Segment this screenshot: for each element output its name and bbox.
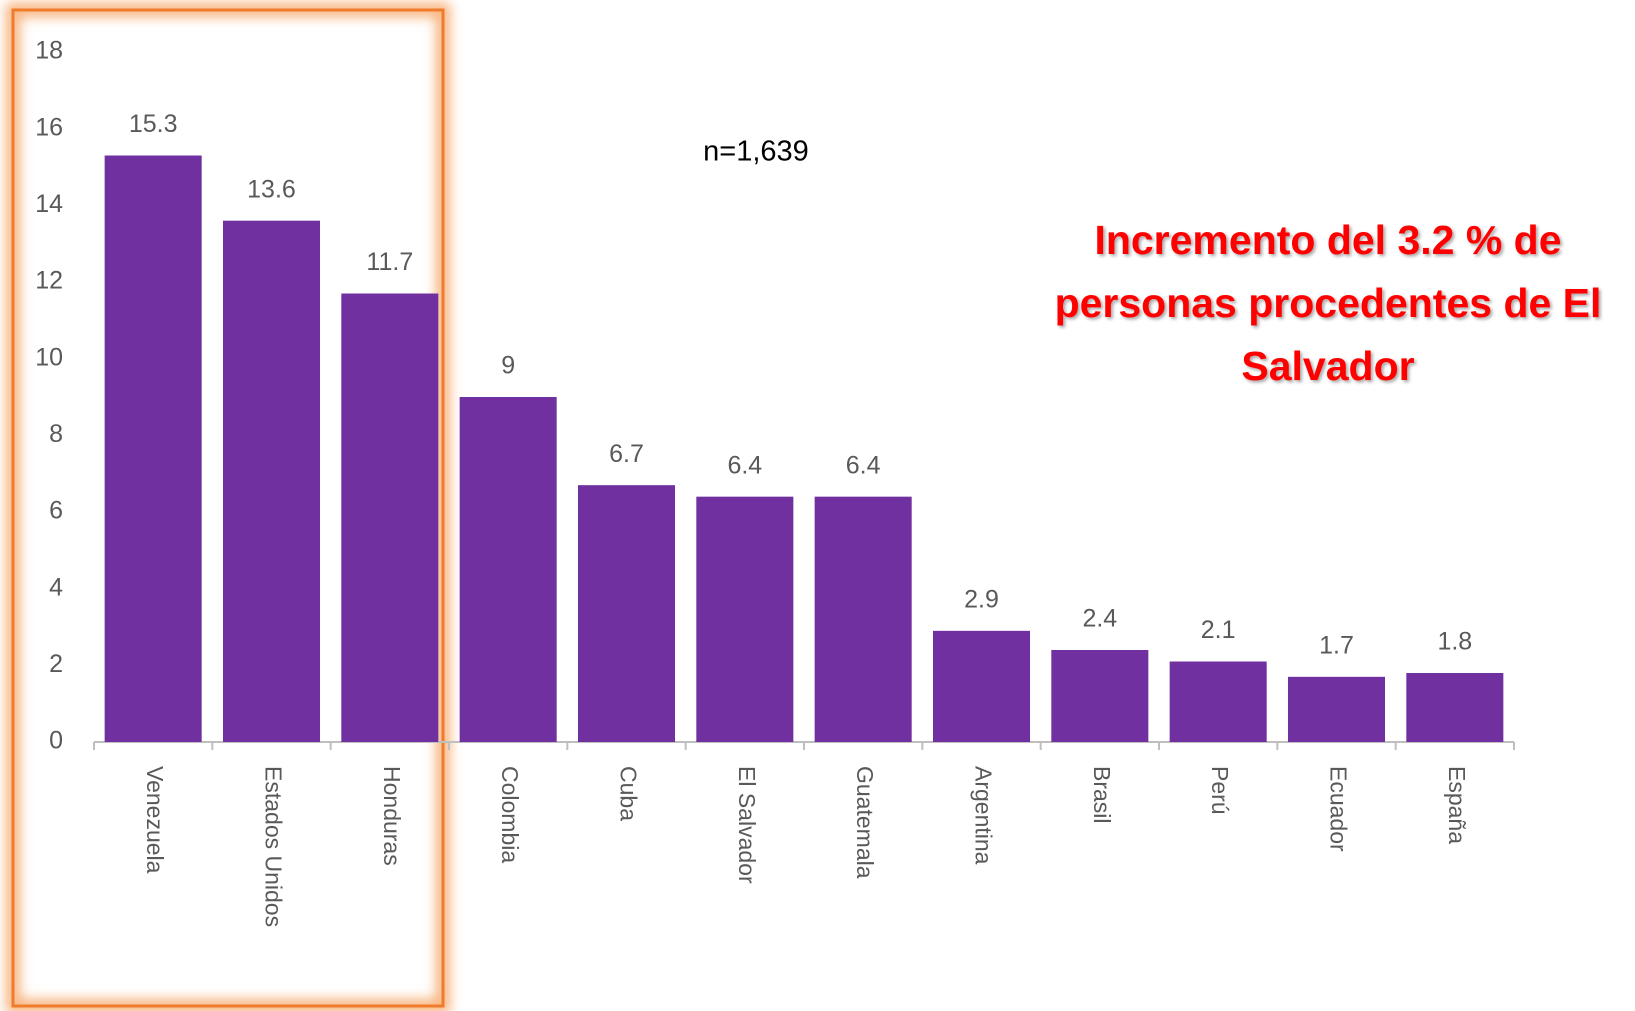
x-tick-label: El Salvador [734,766,760,884]
data-label: 2.1 [1201,616,1236,644]
x-tick-label: Argentina [970,766,996,865]
data-label: 6.4 [727,451,762,479]
x-tick-label: Perú [1207,766,1233,815]
x-tick-label: Cuba [615,766,641,821]
y-tick-label: 14 [35,190,63,218]
x-tick-label: Guatemala [852,766,878,879]
annotation-line: Salvador [1241,343,1414,389]
data-label: 15.3 [129,110,178,138]
y-tick-label: 16 [35,113,63,141]
bar [222,220,321,742]
data-label: 11.7 [366,248,413,276]
annotation: Incremento del 3.2 % de personas proceden… [1055,217,1602,389]
bar [1287,676,1386,742]
y-tick-label: 2 [49,650,63,678]
data-label: 2.9 [964,585,999,613]
data-label: 2.4 [1082,605,1117,633]
bar [1169,661,1267,742]
data-label: 1.7 [1319,631,1354,659]
bar [577,485,676,742]
bar [341,293,439,742]
data-label: 9 [501,352,515,380]
data-label: 13.6 [247,175,296,203]
x-tick-label: Honduras [379,766,405,866]
data-label: 6.4 [846,451,881,479]
bar [1051,650,1149,742]
x-tick-label: Brasil [1089,766,1115,824]
annotation-line: personas procedentes de El [1055,280,1602,326]
y-tick-label: 4 [49,573,63,601]
sample-size: n=1,639 [703,136,809,168]
y-tick-label: 8 [49,420,63,448]
x-tick-label: España [1444,766,1470,844]
y-tick-label: 18 [35,37,63,65]
data-label: 6.7 [609,440,644,468]
x-tick-label: Ecuador [1325,766,1351,852]
data-label: 1.8 [1437,628,1472,656]
y-tick-label: 10 [35,343,63,371]
bar [104,155,202,742]
annotation-line: Incremento del 3.2 % de [1094,217,1561,263]
y-tick-label: 0 [49,727,63,755]
x-tick-label: Estados Unidos [260,766,286,927]
x-tick-label: Venezuela [142,766,168,874]
bar [1406,673,1504,742]
bar [932,630,1031,742]
x-tick-label: Colombia [497,766,523,863]
bar [459,397,557,742]
y-tick-label: 6 [49,497,63,525]
highlight-box [11,8,445,1008]
bar [814,496,912,742]
bar [696,496,794,742]
y-tick-label: 12 [35,267,63,295]
